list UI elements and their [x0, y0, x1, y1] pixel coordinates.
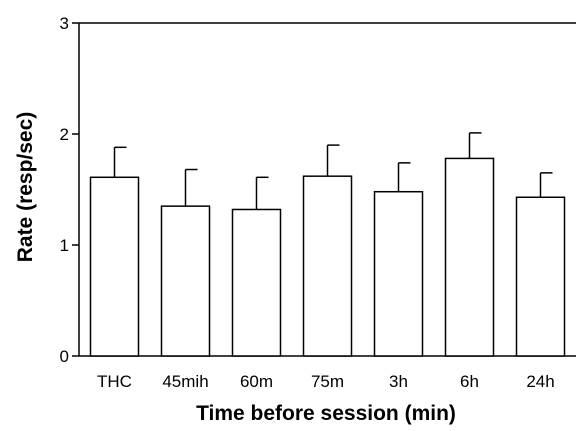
x-tick-label: 60m	[240, 372, 273, 391]
y-tick-label: 3	[60, 14, 69, 33]
bar	[444, 157, 495, 357]
x-tick-label: 3h	[389, 372, 408, 391]
bar	[515, 196, 566, 357]
bar	[231, 208, 282, 357]
plot-area: 0 1 2 3 THC 45mih 60m 75m 3h 6h 24h	[60, 14, 576, 391]
x-tick-label: THC	[97, 372, 132, 391]
bar	[160, 205, 211, 357]
y-tick-label: 2	[60, 125, 69, 144]
y-tick-label: 0	[60, 347, 69, 366]
x-tick-label: 75m	[311, 372, 344, 391]
x-tick-label: 45mih	[162, 372, 208, 391]
bar	[89, 176, 140, 357]
y-tick-label: 1	[60, 236, 69, 255]
x-tick-label: 24h	[526, 372, 554, 391]
bar	[373, 190, 424, 357]
bar	[302, 175, 353, 357]
x-axis-title: Time before session (min)	[196, 402, 456, 425]
x-tick-label: 6h	[460, 372, 479, 391]
y-axis-title: Rate (resp/sec)	[14, 112, 37, 263]
